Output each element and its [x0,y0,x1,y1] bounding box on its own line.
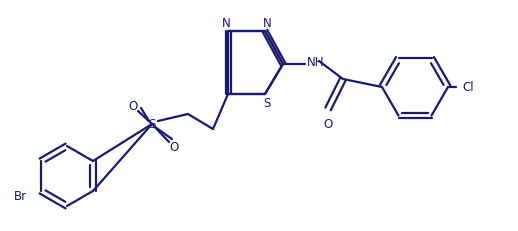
Text: Cl: Cl [462,81,473,94]
Text: S: S [263,97,271,109]
Text: S: S [148,118,156,131]
Text: O: O [169,141,179,154]
Text: O: O [323,118,333,131]
Text: N: N [222,17,231,30]
Text: NH: NH [307,55,324,68]
Text: O: O [128,100,138,113]
Text: N: N [263,17,271,30]
Text: Br: Br [14,190,27,203]
